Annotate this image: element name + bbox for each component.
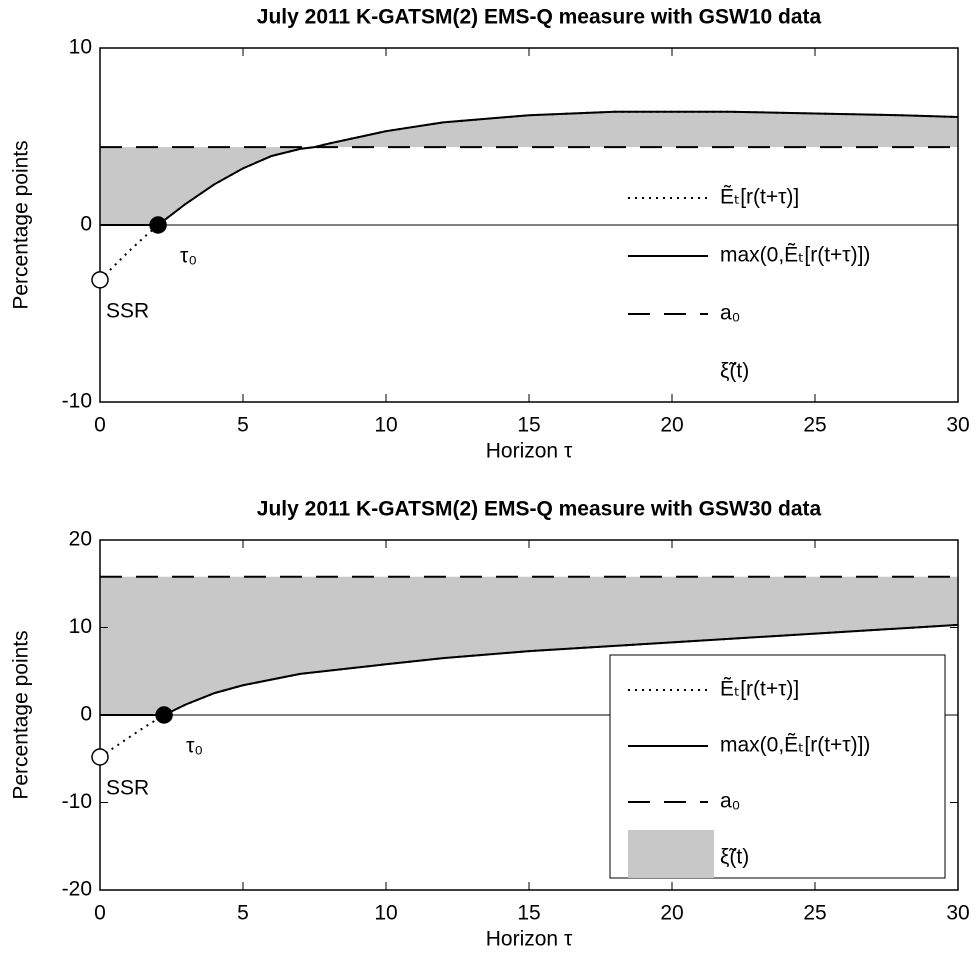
x-axis-label: Horizon τ	[486, 440, 573, 463]
x-tick-label: 25	[803, 414, 826, 437]
chart-title: July 2011 K-GATSM(2) EMS-Q measure with …	[257, 498, 822, 521]
annotation-marker	[91, 748, 109, 766]
x-tick-label: 0	[94, 414, 106, 437]
y-tick-label: 10	[69, 615, 92, 638]
x-tick-label: 20	[660, 902, 683, 925]
legend-label: a₀	[720, 790, 740, 813]
annotation-label: SSR	[106, 777, 149, 800]
y-tick-label: 10	[69, 36, 92, 59]
x-tick-label: 15	[517, 902, 540, 925]
legend-swatch	[628, 830, 714, 878]
chart-title: July 2011 K-GATSM(2) EMS-Q measure with …	[257, 6, 822, 29]
y-axis-label: Percentage points	[10, 630, 33, 799]
x-axis-label: Horizon τ	[486, 928, 573, 951]
y-tick-label: -10	[62, 390, 92, 413]
legend-label: ξ̃(t)	[720, 360, 749, 383]
series-line	[100, 623, 959, 716]
legend-label: max(0,Ẽₜ[r(t+τ)])	[720, 243, 870, 267]
legend-label: max(0,Ẽₜ[r(t+τ)])	[720, 733, 870, 757]
x-tick-label: 5	[237, 414, 249, 437]
legend-label: Ẽₜ[r(t+τ)]	[720, 185, 799, 209]
y-tick-label: -20	[62, 878, 92, 901]
y-axis-label: Percentage points	[10, 140, 33, 309]
y-tick-label: 0	[80, 213, 92, 236]
annotation-label: τ₀	[180, 245, 197, 268]
legend-label: ξ̃(t)	[720, 846, 749, 869]
y-tick-label: 20	[69, 528, 92, 551]
annotation-marker	[91, 271, 109, 289]
x-tick-label: 10	[374, 902, 397, 925]
x-tick-label: 20	[660, 414, 683, 437]
legend-label: Ẽₜ[r(t+τ)]	[720, 677, 799, 701]
x-tick-label: 0	[94, 902, 106, 925]
x-tick-label: 10	[374, 414, 397, 437]
x-tick-label: 25	[803, 902, 826, 925]
y-tick-label: -10	[62, 790, 92, 813]
annotation-marker	[155, 706, 173, 724]
subplot: 0 5 10 15 20 25 30 -20 -10 0 10 20 July 2011 K-GATSM…	[10, 498, 970, 951]
x-tick-label: 15	[517, 414, 540, 437]
xi-area	[100, 111, 958, 225]
x-tick-label: 30	[946, 414, 969, 437]
series-line	[100, 110, 959, 226]
legend-label: a₀	[720, 302, 740, 325]
annotation-marker	[149, 216, 167, 234]
annotation-label: τ₀	[186, 735, 203, 758]
x-tick-label: 30	[946, 902, 969, 925]
y-tick-label: 0	[80, 703, 92, 726]
xi-area	[100, 576, 958, 715]
annotation-label: SSR	[106, 299, 149, 322]
x-tick-label: 5	[237, 902, 249, 925]
